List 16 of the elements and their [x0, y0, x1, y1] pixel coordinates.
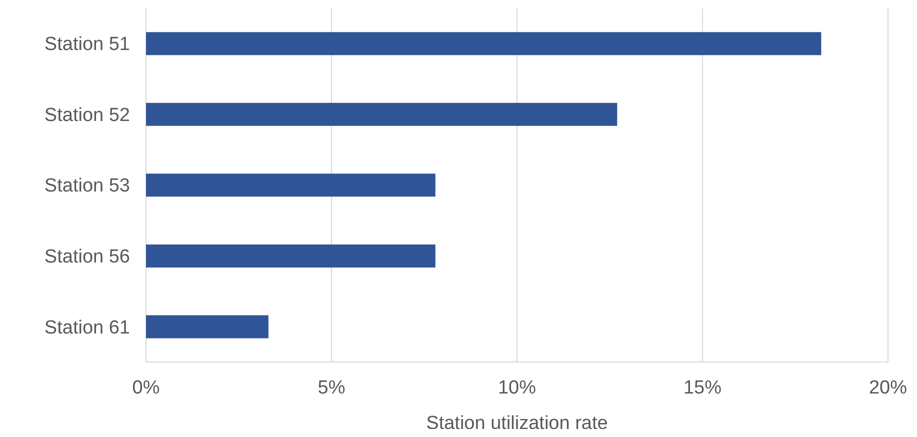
x-tick-label: 0%	[132, 377, 160, 398]
x-tick-label: 15%	[683, 377, 722, 398]
y-tick-label: Station 53	[44, 176, 130, 197]
bar	[146, 174, 436, 197]
x-tick-label: 5%	[318, 377, 346, 398]
bar	[146, 244, 436, 268]
y-tick-label: Station 56	[44, 246, 130, 268]
bar	[146, 102, 618, 126]
bar	[146, 315, 268, 338]
bar	[146, 32, 822, 56]
y-tick-label: Station 52	[44, 104, 130, 126]
x-tick-label: 20%	[868, 377, 908, 398]
y-tick-label: Station 51	[44, 34, 130, 56]
x-axis-title: Station utilization rate	[426, 413, 608, 434]
y-tick-label: Station 61	[44, 317, 130, 338]
x-tick-label: 10%	[498, 377, 536, 398]
